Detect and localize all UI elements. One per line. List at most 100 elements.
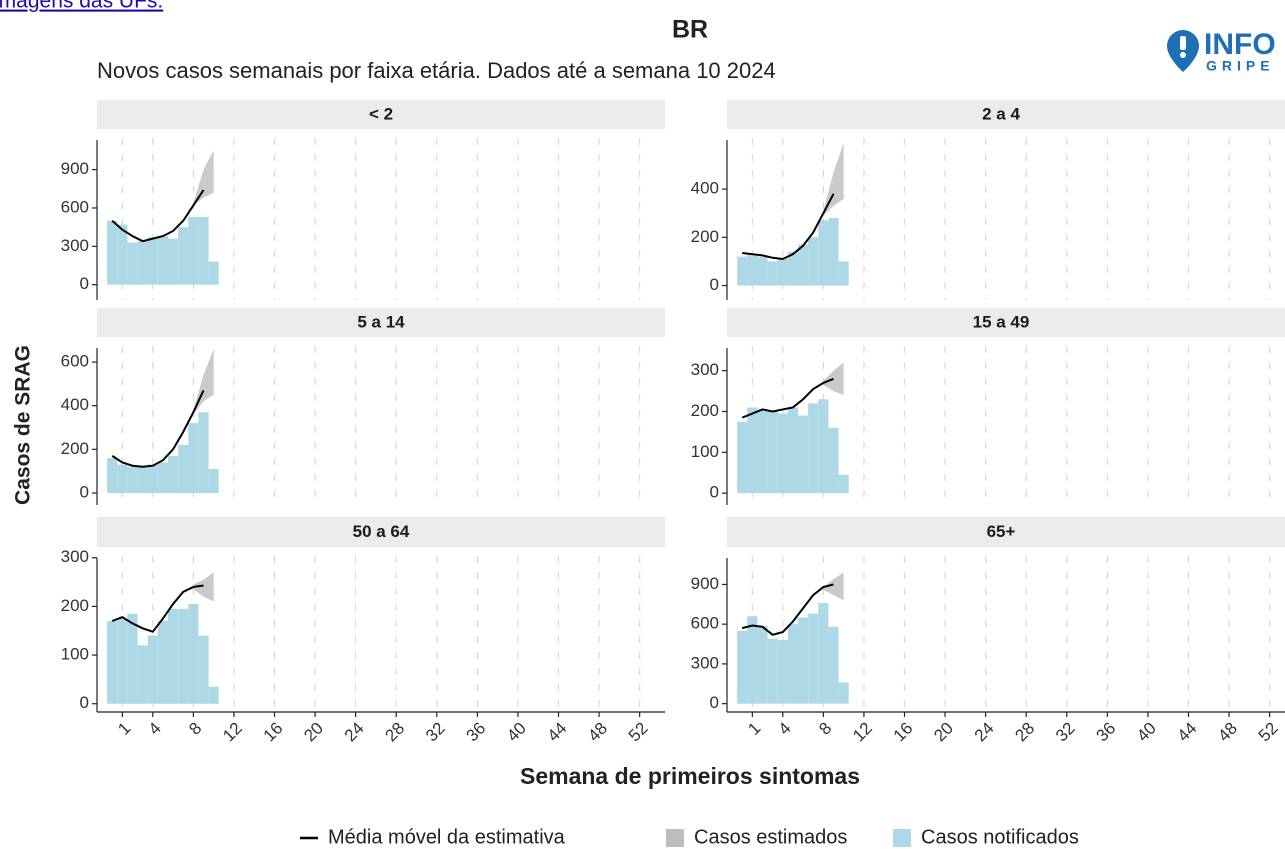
moving-average-line [741,583,834,636]
bar [198,635,209,704]
y-tick-label: 200 [61,596,89,615]
bar [838,474,849,494]
y-tick-label: 100 [61,645,89,664]
legend-item: Casos estimados [666,826,847,848]
y-tick-label: 0 [710,275,719,294]
top-link[interactable]: imagens das UFs. [0,0,163,13]
bar [828,427,839,494]
bar [198,412,209,493]
x-tick-label: 52 [625,719,652,746]
y-tick-label: 600 [691,614,719,633]
y-tick-label: 300 [691,360,719,379]
x-tick-label: 36 [463,719,490,746]
bar [767,261,778,286]
y-tick-label: 0 [80,693,89,712]
bar [107,220,118,285]
bar [157,462,168,493]
x-tick-label: 8 [815,719,835,739]
y-tick-label: 400 [691,179,719,198]
panel-title: 50 a 64 [353,522,410,541]
x-tick-label: 28 [1011,719,1038,746]
moving-average-line [741,377,834,419]
bar [838,682,849,704]
y-tick-label: 900 [61,159,89,178]
y-tick-label: 600 [61,197,89,216]
bar [178,444,189,493]
x-tick-label: 1 [744,719,764,739]
bar [117,464,128,493]
x-tick-label: 20 [300,719,327,746]
bar [747,254,758,286]
bar [767,638,778,704]
bar [777,413,788,494]
bar [737,630,748,704]
bar [828,218,839,286]
panel-title: 65+ [987,522,1016,541]
y-tick-label: 0 [80,274,89,293]
y-tick-label: 100 [691,442,719,461]
bar [188,423,199,493]
bar [757,256,768,286]
x-tick-label: 40 [1133,719,1160,746]
bar [137,466,148,493]
y-tick-label: 300 [61,547,89,566]
x-tick-label: 44 [1174,719,1201,746]
panel: < 2 0 300 600 900 [61,100,665,300]
x-tick-label: 32 [1052,719,1079,746]
bar [168,455,179,493]
y-tick-label: 200 [61,439,89,458]
bar [137,241,148,285]
y-tick-label: 200 [691,401,719,420]
legend-label: Casos estimados [694,826,847,848]
x-tick-label: 48 [1214,719,1241,746]
legend-key [666,829,684,847]
bar [798,415,809,494]
bar [127,466,138,493]
strip [97,308,665,337]
bar [157,620,168,704]
bar [117,618,128,704]
bar [737,256,748,286]
bar [188,216,199,285]
x-tick-label: 36 [1093,719,1120,746]
bar [127,613,138,704]
logo-pin [1167,30,1199,72]
x-tick-label: 24 [971,719,998,746]
bar [127,242,138,285]
moving-average-line [111,389,205,468]
moving-average-line [111,584,204,633]
bar [147,237,158,285]
bar [747,407,758,494]
estimate-ribbon [193,572,214,602]
panel: 5 a 14 0 200 400 600 [61,308,665,505]
bar [787,624,798,704]
panel-title: < 2 [369,104,393,123]
y-tick-label: 0 [710,483,719,502]
legend-label: Média móvel da estimativa [328,826,566,848]
legend-key [893,829,911,847]
bar [117,224,128,285]
bar [818,602,829,704]
bar [107,620,118,704]
chart-title: BR [672,16,708,44]
strip [727,100,1285,129]
bar [107,458,118,493]
chart-subtitle: Novos casos semanais por faixa etária. D… [97,58,776,83]
bar [188,603,199,704]
bar [168,238,179,285]
bar [208,686,219,704]
panel: 2 a 4 0 200 400 [691,100,1285,300]
bar [808,403,819,494]
estimate-ribbon [823,572,844,601]
bar [787,407,798,494]
bar [178,608,189,704]
logo: INFO GRIPE [1167,28,1276,74]
strip [97,100,665,129]
bar [737,421,748,494]
x-axis-title: Semana de primeiros sintomas [520,763,860,789]
bar [828,626,839,704]
strip [97,517,665,547]
x-tick-label: 8 [185,719,205,739]
